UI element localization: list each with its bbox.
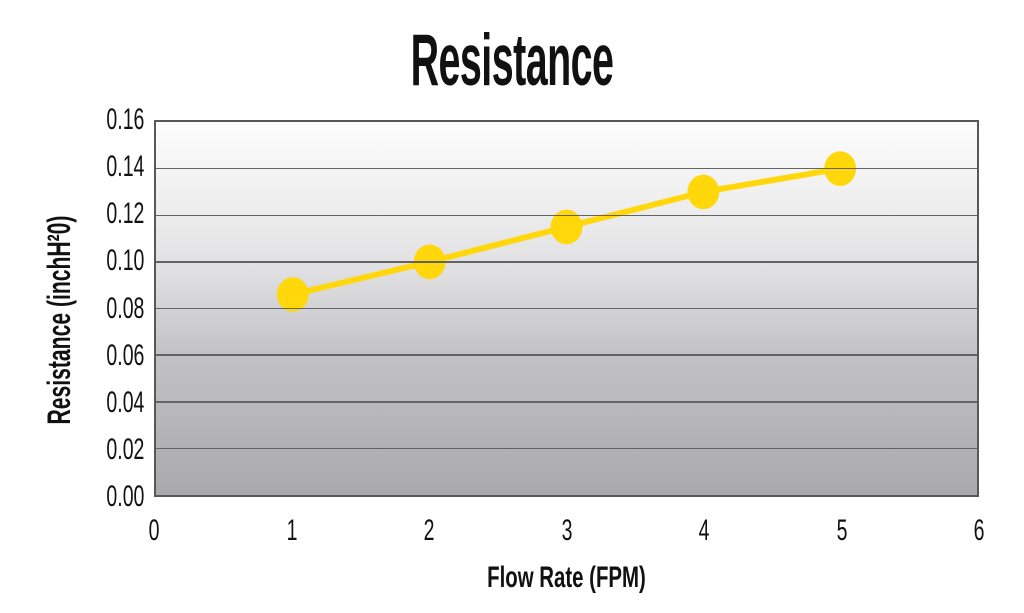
- data-point-marker: [276, 277, 309, 312]
- y-tick-label: 0.04: [106, 385, 144, 419]
- x-tick-label: 0: [148, 514, 160, 547]
- gridline: [156, 261, 977, 263]
- data-point-marker: [550, 209, 583, 245]
- x-tick-label: 3: [561, 514, 572, 547]
- x-axis-title: Flow Rate (FPM): [487, 561, 646, 594]
- gridline: [156, 401, 977, 403]
- chart-title: Resistance: [410, 20, 614, 101]
- y-tick-label: 0.10: [106, 244, 144, 278]
- y-tick-label: 0.00: [106, 480, 144, 513]
- y-tick-label: 0.08: [106, 291, 144, 325]
- x-tick-label: 4: [698, 514, 710, 547]
- plot-area: [154, 120, 979, 497]
- y-axis-title: Resistance (inchH²0): [41, 215, 77, 425]
- y-tick-label: 0.16: [106, 103, 144, 136]
- x-tick-label: 6: [973, 514, 985, 547]
- gridline: [156, 307, 977, 310]
- gridline: [156, 447, 977, 450]
- y-tick-label: 0.02: [106, 432, 144, 466]
- gridline: [156, 354, 977, 356]
- y-tick-label: 0.14: [106, 150, 144, 184]
- gridline: [156, 214, 977, 216]
- data-point-marker: [687, 174, 720, 210]
- x-tick-label: 2: [423, 514, 435, 547]
- x-tick-label: 1: [286, 514, 297, 547]
- gridline: [156, 167, 977, 170]
- x-tick-label: 5: [836, 514, 847, 547]
- y-tick-label: 0.12: [106, 197, 144, 231]
- y-tick-label: 0.06: [106, 338, 144, 372]
- line-series: [276, 151, 857, 312]
